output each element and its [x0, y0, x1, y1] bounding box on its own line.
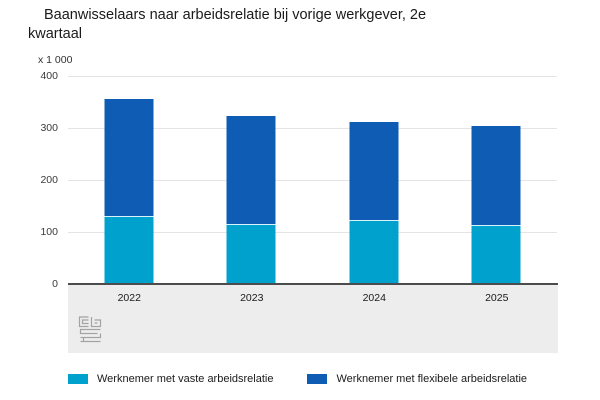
legend-label: Werknemer met flexibele arbeidsrelatie [336, 373, 528, 385]
x-tick-label-2024: 2024 [362, 292, 386, 304]
gridline-y400 [68, 75, 557, 77]
legend-item-0: Werknemer met vaste arbeidsrelatie [68, 373, 273, 385]
bar-column-2023 [190, 76, 312, 284]
bar-column-2025 [435, 76, 557, 284]
x-tick-label-2023: 2023 [240, 292, 264, 304]
y-axis-unit-label: x 1 000 [38, 54, 73, 66]
bar-column-2022 [68, 76, 190, 284]
bar-segment-vast-2024[interactable] [349, 219, 399, 284]
legend: Werknemer met vaste arbeidsrelatie Werkne… [68, 373, 527, 385]
gridline-y200 [68, 179, 557, 181]
gridline-y300 [68, 127, 557, 129]
footer-band: 2022 2023 2024 2025 [68, 285, 558, 353]
y-tick-label-400: 400 [40, 70, 58, 82]
cbs-logo-icon [78, 316, 103, 348]
stacked-bar-2022 [104, 99, 154, 284]
legend-swatch-icon [68, 374, 88, 384]
bar-segment-flexibel-2025[interactable] [471, 125, 521, 225]
y-tick-label-0: 0 [52, 278, 58, 290]
bar-segment-flexibel-2023[interactable] [226, 115, 276, 225]
bar-segment-flexibel-2024[interactable] [349, 121, 399, 220]
bars-container [68, 76, 557, 284]
x-axis-line [68, 283, 558, 285]
bar-segment-vast-2025[interactable] [471, 224, 521, 284]
bar-column-2024 [313, 76, 435, 284]
y-tick-label-300: 300 [40, 122, 58, 134]
legend-item-1: Werknemer met flexibele arbeidsrelatie [307, 373, 527, 385]
legend-swatch-icon [307, 374, 328, 384]
gridline-y100 [68, 231, 557, 233]
plot-area [68, 75, 557, 285]
x-tick-label-2022: 2022 [117, 292, 141, 304]
stacked-bar-2024 [349, 121, 399, 284]
legend-label: Werknemer met vaste arbeidsrelatie [97, 373, 274, 385]
bar-segment-vast-2022[interactable] [104, 215, 154, 284]
x-axis-labels: 2022 2023 2024 2025 [68, 285, 558, 304]
chart-title: Baanwisselaars naar arbeidsrelatie bij v… [28, 7, 427, 42]
y-tick-label-100: 100 [40, 226, 58, 238]
stacked-bar-2025 [471, 125, 521, 284]
stacked-bar-2023 [226, 115, 276, 284]
x-tick-label-2025: 2025 [485, 292, 509, 304]
bar-segment-flexibel-2022[interactable] [104, 99, 154, 216]
bar-segment-vast-2023[interactable] [226, 224, 276, 284]
y-tick-label-200: 200 [40, 174, 58, 186]
